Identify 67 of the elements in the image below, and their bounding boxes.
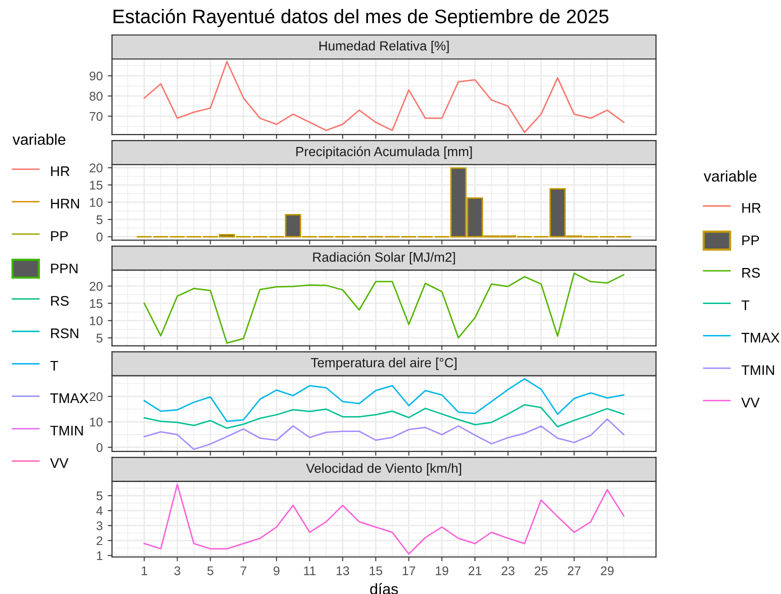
legend-title: variable (704, 170, 757, 182)
legend-label: TMIN (50, 426, 83, 436)
x-tick-label: 27 (568, 566, 580, 576)
legend-title: variable (12, 134, 66, 145)
y-tick-label: 1 (96, 551, 102, 560)
x-tick-label: 3 (174, 566, 180, 576)
y-tick-label: 90 (90, 72, 102, 80)
y-tick-label: 15 (90, 299, 102, 308)
x-tick-label: 7 (240, 566, 246, 576)
x-tick-label: 25 (534, 566, 548, 576)
chart-title: Temperatura del aire [°C] (310, 358, 456, 370)
x-tick-label: 9 (274, 566, 280, 576)
chart-title: Velocidad de Viento [km/h] (306, 463, 462, 476)
y-tick-label: 10 (90, 418, 102, 427)
x-tick-label: 17 (402, 566, 416, 576)
legend-label: HR (51, 166, 70, 176)
legend-label: T (741, 300, 750, 310)
y-tick-label: 20 (90, 164, 102, 172)
legend-label: PP (51, 231, 68, 241)
legend-label: VV (50, 458, 68, 468)
legend-label: TMIN (741, 365, 774, 375)
legend-label: RS (742, 268, 760, 278)
legend-label: TMAX (741, 332, 780, 342)
x-tick-label: 1 (142, 566, 148, 576)
legend-label: HRN (51, 198, 79, 208)
legend-label: PP (742, 236, 759, 246)
x-tick-label: 5 (207, 566, 214, 576)
legend-label: T (50, 360, 58, 371)
line-series (144, 272, 624, 344)
chart-title: Precipitación Acumulada [mm] (296, 146, 472, 159)
x-tick-label: 21 (468, 566, 482, 576)
y-tick-label: 10 (90, 198, 102, 207)
x-tick-label: 11 (304, 566, 316, 576)
x-axis-title: días (370, 583, 398, 594)
chart-title: Radiación Solar [MJ/m2] (313, 252, 455, 264)
y-tick-label: 5 (96, 492, 102, 500)
y-tick-label: 20 (90, 392, 102, 402)
line-series (144, 484, 624, 555)
chart-title: Humedad Relativa [%] (319, 40, 449, 54)
text: Estación Rayentué datos del mes de Septiembre de 2025 (114, 8, 608, 28)
legend-label: RSN (51, 328, 78, 338)
legend-label: RS (51, 296, 69, 306)
legend-label: HR (742, 203, 761, 213)
y-tick-label: 0 (96, 232, 102, 242)
line-series (144, 418, 624, 450)
y-tick-label: 0 (96, 443, 102, 452)
legend-label: PPN (51, 264, 78, 274)
y-tick-label: 80 (90, 92, 102, 101)
x-tick-label: 23 (502, 566, 514, 576)
x-tick-label: 29 (600, 566, 614, 576)
y-tick-label: 3 (96, 521, 102, 530)
line-series (144, 378, 624, 422)
y-tick-label: 4 (96, 506, 103, 516)
y-tick-label: 2 (96, 536, 102, 546)
y-tick-label: 20 (90, 282, 102, 291)
line-series (144, 60, 624, 134)
y-tick-label: 70 (90, 112, 102, 121)
y-tick-label: 5 (96, 334, 102, 343)
x-tick-label: 15 (370, 566, 382, 576)
line-series (144, 404, 624, 429)
y-tick-label: 15 (90, 180, 102, 190)
y-tick-label: 5 (96, 215, 102, 224)
y-tick-label: 10 (90, 316, 102, 326)
x-tick-label: 19 (436, 566, 448, 576)
legend-label: VV (741, 398, 760, 408)
legend-label: TMAX (50, 393, 88, 403)
x-tick-label: 13 (336, 566, 350, 576)
